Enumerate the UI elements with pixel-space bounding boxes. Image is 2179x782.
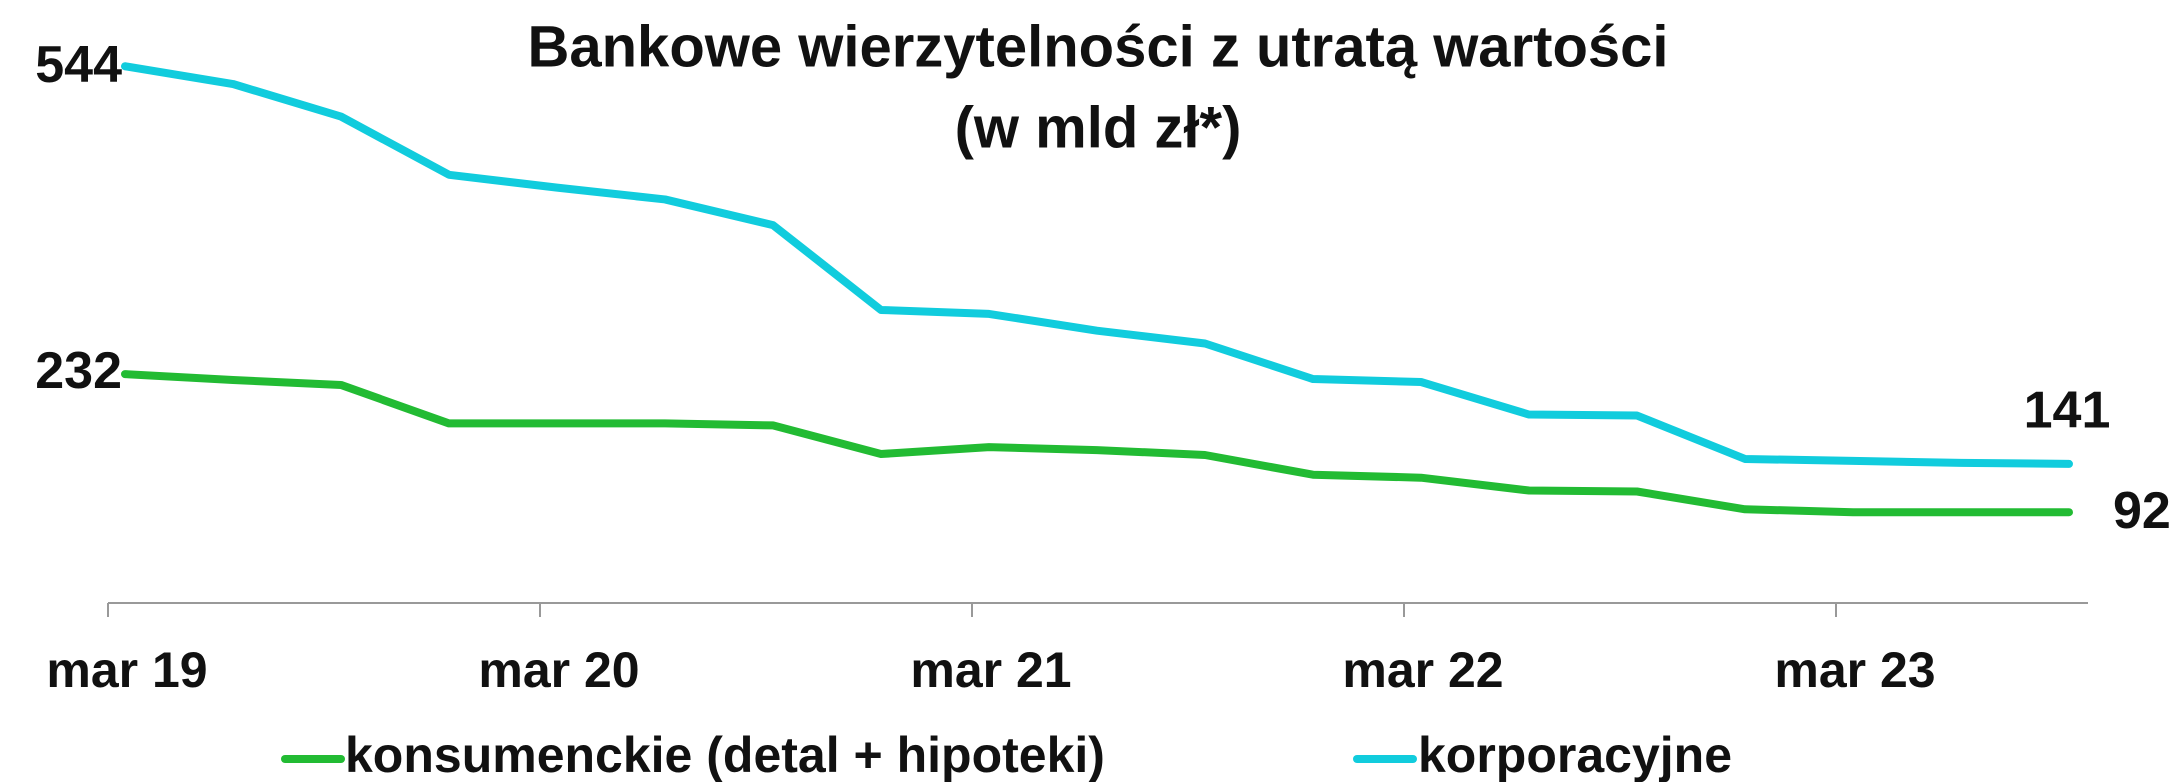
x-tick-label: mar 21: [910, 642, 1071, 698]
x-tick-label: mar 22: [1342, 642, 1503, 698]
x-tick-label: mar 23: [1774, 642, 1935, 698]
x-tick-label: mar 20: [478, 642, 639, 698]
x-tick-label: mar 19: [46, 642, 207, 698]
data-label: 92: [2113, 482, 2171, 540]
data-label: 544: [35, 36, 122, 94]
legend-label: korporacyjne: [1418, 727, 1732, 782]
chart-subtitle: (w mld zł*): [955, 95, 1242, 160]
series-line: [121, 62, 2073, 468]
data-label: 232: [35, 342, 122, 400]
data-label: 141: [2024, 382, 2111, 440]
legend-label: konsumenckie (detal + hipoteki): [345, 727, 1105, 782]
series-line: [121, 370, 2073, 517]
chart-title: Bankowe wierzytelności z utratą wartości: [527, 14, 1668, 79]
